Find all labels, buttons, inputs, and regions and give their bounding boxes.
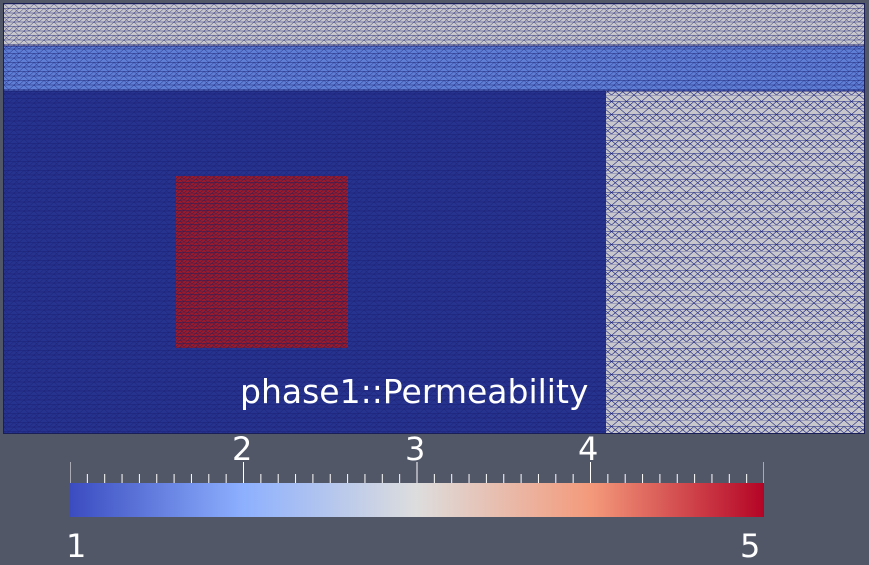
colorbar-max-label: 5 — [740, 527, 761, 565]
colorbar — [70, 483, 764, 517]
colorbar-ticks — [70, 462, 764, 484]
colorbar-min-label: 1 — [66, 527, 87, 565]
colorbar-tick-label-4: 4 — [578, 430, 599, 468]
mesh-render[interactable] — [3, 3, 865, 434]
colorbar-tick-label-3: 3 — [405, 430, 426, 468]
mesh-svg — [4, 4, 864, 433]
colorbar-tick-label-2: 2 — [232, 430, 253, 468]
field-title: phase1::Permeability — [240, 372, 589, 411]
